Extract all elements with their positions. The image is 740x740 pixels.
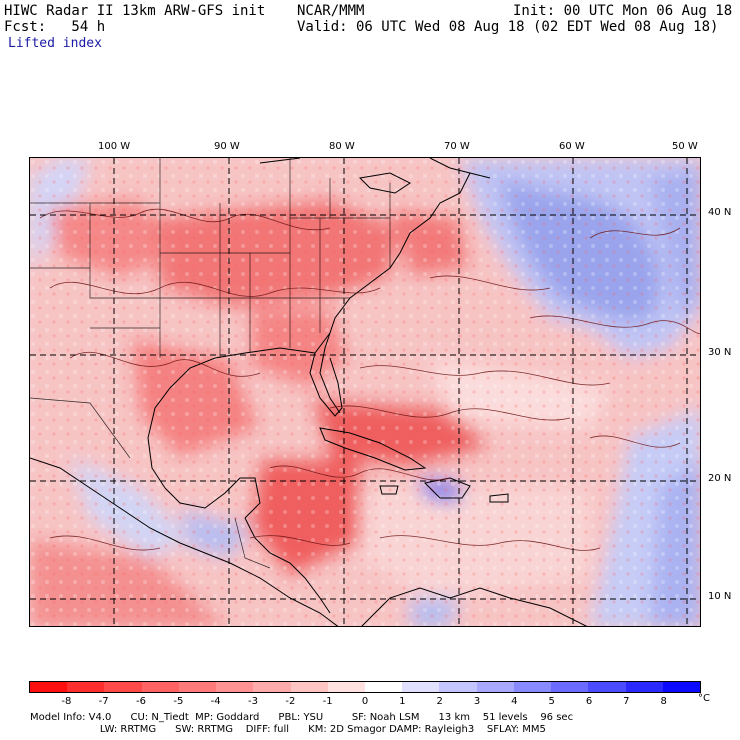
color-scale-label: -6 <box>136 696 146 707</box>
model-info-line2: LW: RRTMG SW: RRTMG DIFF: full KM: 2D Sm… <box>30 724 546 735</box>
color-scale-segment <box>253 682 291 692</box>
color-scale-label: -2 <box>285 696 296 707</box>
color-scale-segment <box>588 682 626 692</box>
lon-label: 90 W <box>214 141 240 152</box>
model-info-line1: Model Info: V4.0 CU: N_Tiedt MP: Goddard… <box>30 712 574 723</box>
source-label: NCAR/MMM <box>297 3 365 19</box>
lon-label: 80 W <box>329 141 355 152</box>
color-scale-label: 0 <box>361 696 369 707</box>
color-scale-segment <box>402 682 440 692</box>
color-scale-segment <box>290 682 328 692</box>
color-scale-label: 2 <box>436 696 443 707</box>
lat-label: 20 N <box>708 473 732 484</box>
lat-label: 40 N <box>708 207 732 218</box>
color-scale-segment <box>513 682 552 692</box>
color-scale-label: 1 <box>399 696 406 707</box>
contour-lines <box>39 208 700 551</box>
valid-time: Valid: 06 UTC Wed 08 Aug 18 (02 EDT Wed … <box>297 19 719 35</box>
color-scale-segment <box>141 682 179 692</box>
forecast-hour: Fcst: 54 h <box>4 19 106 35</box>
graticule <box>30 158 700 626</box>
field-name: Lifted index <box>8 36 102 51</box>
color-scale-label: 8 <box>660 696 667 707</box>
color-scale-segment <box>216 682 254 692</box>
shading-texture <box>30 158 700 626</box>
color-scale-label: 6 <box>585 696 593 707</box>
color-scale-segment <box>178 682 217 692</box>
lon-label: 100 W <box>98 141 131 152</box>
coastlines <box>30 158 588 626</box>
color-scale-segment <box>327 682 365 692</box>
color-scale-segment <box>439 682 477 692</box>
color-scale-segment <box>364 682 403 692</box>
color-scale-label: 3 <box>473 696 481 707</box>
color-scale-label: -5 <box>173 696 184 707</box>
lat-label: 30 N <box>708 347 732 358</box>
color-scale-label: -8 <box>61 696 72 707</box>
color-scale-label: 4 <box>511 696 518 707</box>
color-scale-segment <box>551 682 589 692</box>
color-scale-bar <box>29 681 701 693</box>
lon-label: 50 W <box>672 141 698 152</box>
init-time: Init: 00 UTC Mon 06 Aug 18 <box>513 3 733 19</box>
model-title: HIWC Radar II 13km ARW-GFS init <box>4 3 266 19</box>
color-scale-label: -3 <box>248 696 258 707</box>
color-scale-segment <box>476 682 514 692</box>
lon-label: 70 W <box>444 141 470 152</box>
color-scale-segment <box>625 682 663 692</box>
color-scale-label: -7 <box>98 696 109 707</box>
color-scale-segment <box>662 682 700 692</box>
color-scale-label: -4 <box>210 696 221 707</box>
map-canvas <box>30 158 700 626</box>
color-scale-label: 7 <box>623 696 630 707</box>
color-scale-segment <box>104 682 142 692</box>
color-scale-unit: °C <box>698 693 710 704</box>
color-scale-label: 5 <box>548 696 555 707</box>
lifted-index-map <box>29 157 701 627</box>
color-scale-segment <box>67 682 105 692</box>
lat-label: 10 N <box>708 591 732 602</box>
lon-label: 60 W <box>559 141 585 152</box>
color-scale-segment <box>30 682 68 692</box>
color-scale-label: -1 <box>322 696 333 707</box>
state-borders <box>30 158 391 569</box>
